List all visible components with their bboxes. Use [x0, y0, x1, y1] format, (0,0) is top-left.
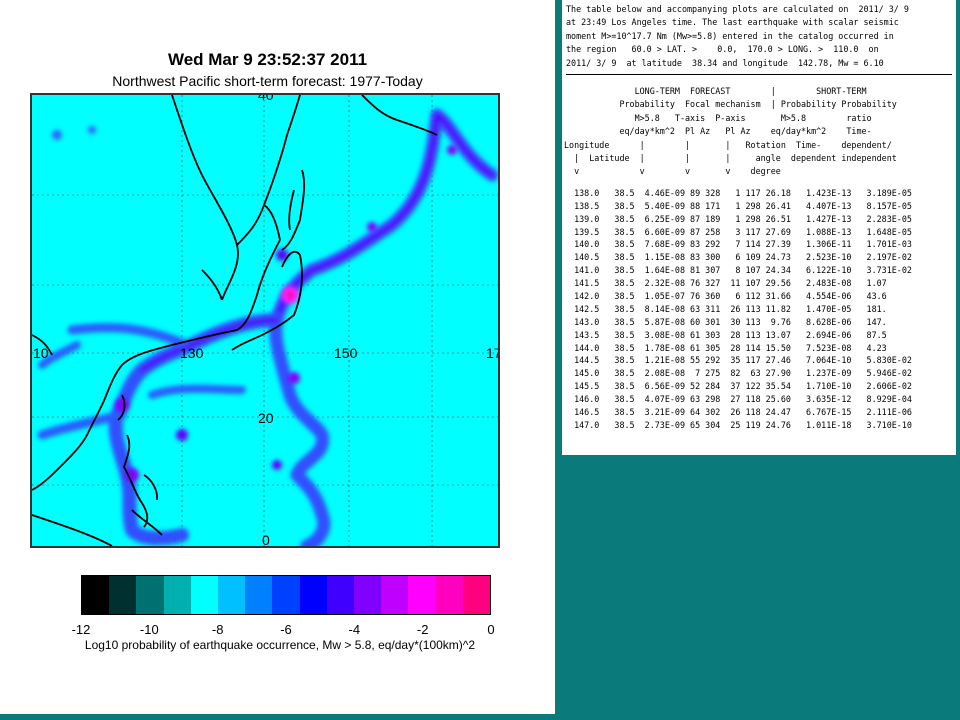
colorbar-segment [435, 576, 463, 614]
colorbar-segment [272, 576, 300, 614]
table-row: 140.0 38.5 7.68E-09 83 292 7 114 27.39 1… [564, 239, 912, 250]
table-header-line: eq/day*km^2 Pl Az Pl Az eq/day*km^2 Time… [564, 126, 872, 137]
grid-label-lon-east: 17 [486, 345, 498, 361]
intro-line: moment M>=10^17.7 Nm (Mw>=5.8) entered i… [566, 30, 894, 41]
colorbar-tick-label: -2 [416, 622, 429, 637]
table-row: 142.5 38.5 8.14E-08 63 311 26 113 11.82 … [564, 303, 887, 314]
colorbar-tick-label: -4 [348, 622, 361, 637]
colorbar-tick-label: -8 [211, 622, 224, 637]
table-row: 146.0 38.5 4.07E-09 63 298 27 118 25.60 … [564, 394, 912, 405]
map-title: Wed Mar 9 23:52:37 2011 [167, 50, 368, 69]
table-row: 143.5 38.5 3.08E-08 61 303 28 113 13.07 … [564, 329, 887, 340]
intro-line: The table below and accompanying plots a… [566, 4, 909, 14]
grid-label-lon-150: 150 [334, 345, 358, 361]
table-row: 144.5 38.5 1.21E-08 55 292 35 117 27.46 … [564, 355, 912, 366]
colorbar-segment [299, 576, 327, 614]
table-header-line: M>5.8 T-axis P-axis M>5.8 ratio [564, 112, 872, 123]
probability-spots [52, 126, 457, 482]
colorbar-segment [190, 576, 219, 614]
table-header-line: Probability Focal mechanism | Probabilit… [564, 99, 897, 110]
bottom-border-strip [0, 714, 555, 720]
table-row: 140.5 38.5 1.15E-08 83 300 6 109 24.73 2… [564, 252, 912, 263]
colorbar-caption: Log10 probability of earthquake occurren… [40, 638, 520, 652]
table-row: 142.0 38.5 1.05E-07 76 360 6 112 31.66 4… [564, 291, 887, 301]
table-row: 143.0 38.5 5.87E-08 60 301 30 113 9.76 8… [564, 316, 887, 327]
colorbar-segment [408, 576, 436, 614]
forecast-report: The table below and accompanying plots a… [562, 0, 956, 455]
colorbar-tick-label: 0 [487, 622, 495, 637]
table-row: 138.5 38.5 5.40E-09 88 171 1 298 26.41 4… [564, 200, 912, 211]
colorbar-tick-label: -12 [71, 622, 91, 637]
table-row: 145.0 38.5 2.08E-08 7 275 82 63 27.90 1.… [564, 368, 912, 379]
colorbar-segment [245, 576, 273, 614]
coastlines [32, 95, 438, 546]
intro-line: 2011/ 3/ 9 at latitude 38.34 and longitu… [566, 57, 884, 68]
colorbar-tick-label: -10 [139, 622, 159, 637]
intro-line: at 23:49 Los Angeles time. The last eart… [566, 17, 899, 28]
grid-label-lon-130: 130 [180, 345, 204, 361]
colorbar-segment [326, 576, 355, 614]
colorbar-segment [109, 576, 137, 614]
grid-label-lon-west: 10 [33, 345, 49, 361]
colorbar [81, 575, 491, 615]
colorbar-segment [381, 576, 409, 614]
grid-label-lat-0: 0 [262, 532, 270, 548]
table-row: 138.0 38.5 4.46E-09 89 328 1 117 26.18 1… [564, 187, 912, 198]
forecast-table: 138.0 38.5 4.46E-09 89 328 1 117 26.18 1… [562, 179, 956, 432]
grid-label-lat-20: 20 [258, 410, 274, 426]
colorbar-segment [218, 576, 246, 614]
table-row: 145.5 38.5 6.56E-09 52 284 37 122 35.54 … [564, 381, 912, 392]
table-header-line: Longitude | | | Rotation Time- dependent… [564, 139, 892, 150]
table-row: 139.5 38.5 6.60E-09 87 258 3 117 27.69 1… [564, 226, 912, 237]
table-row: 141.0 38.5 1.64E-08 81 307 8 107 24.34 6… [564, 265, 912, 276]
probability-bands [37, 108, 498, 546]
colorbar-segment [354, 576, 382, 614]
report-separator [566, 74, 952, 76]
table-header-line: LONG-TERM FORECAST | SHORT-TERM [564, 86, 867, 97]
report-intro: The table below and accompanying plots a… [562, 0, 956, 70]
table-row: 147.0 38.5 2.73E-09 65 304 25 119 24.76 … [564, 419, 912, 430]
table-row: 139.0 38.5 6.25E-09 87 189 1 298 26.51 1… [564, 213, 912, 224]
table-row: 141.5 38.5 2.32E-08 76 327 11 107 29.56 … [564, 278, 887, 289]
grid-label-lat-40: 40 [258, 93, 274, 103]
map-subtitle: Northwest Pacific short-term forecast: 1… [112, 73, 423, 89]
table-header: LONG-TERM FORECAST | SHORT-TERM Probabil… [562, 75, 956, 179]
table-row: 146.5 38.5 3.21E-09 64 302 26 118 24.47 … [564, 407, 912, 418]
table-header-line: v v v v degree [564, 166, 781, 177]
map-canvas [32, 95, 498, 546]
colorbar-segment [163, 576, 191, 614]
colorbar-tick-label: -6 [280, 622, 292, 637]
forecast-map: 10 130 150 17 20 0 40 [30, 93, 500, 548]
colorbar-segment [462, 576, 491, 614]
colorbar-segment [136, 576, 164, 614]
colorbar-caption-text: Log10 probability of earthquake occurren… [84, 638, 476, 652]
table-row: 144.0 38.5 1.78E-08 61 305 28 114 15.50 … [564, 342, 887, 353]
intro-line: the region 60.0 > LAT. > 0.0, 170.0 > LO… [566, 44, 879, 55]
table-header-line: | Latitude | | | angle dependent indepen… [564, 153, 897, 164]
colorbar-segment [82, 576, 110, 614]
